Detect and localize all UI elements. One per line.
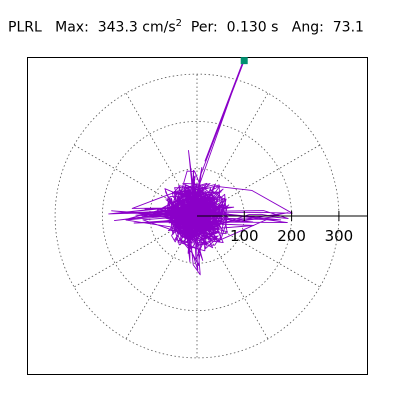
max-label: Max: — [55, 19, 89, 36]
period-value: 0.130 s — [226, 19, 279, 36]
max-unit-exponent: 2 — [175, 18, 182, 29]
orbit-trace — [108, 60, 293, 276]
peak-marker — [240, 57, 248, 65]
max-value: 343.3 — [97, 19, 138, 36]
tick-label-200: 200 — [277, 227, 306, 245]
tick-label-100: 100 — [230, 227, 259, 245]
orbit-path — [108, 150, 293, 276]
angle-label: Ang: — [291, 19, 324, 36]
peak-spike — [198, 60, 245, 187]
axes — [197, 211, 367, 221]
chart-title: PLRL Max: 343.3 cm/s2 Per: 0.130 s Ang: … — [8, 18, 364, 36]
station-code: PLRL — [8, 19, 42, 36]
period-label: Per: — [190, 19, 218, 36]
tick-label-300: 300 — [325, 227, 354, 245]
angle-value: 73.1 — [332, 19, 364, 36]
tick-labels: 100 200 300 — [230, 227, 353, 245]
plot-frame — [27, 57, 368, 375]
peak-marker-layer — [240, 57, 248, 65]
max-unit: cm/s — [142, 19, 176, 36]
